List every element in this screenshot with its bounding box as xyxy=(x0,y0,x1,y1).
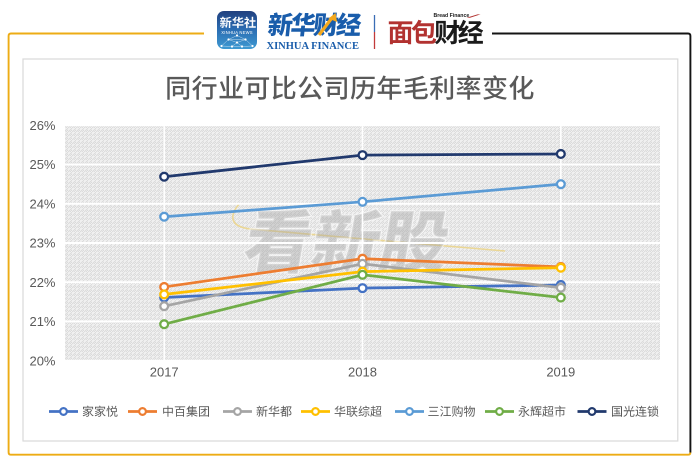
svg-text:Bread Finance: Bread Finance xyxy=(434,13,470,19)
svg-text:26%: 26% xyxy=(29,118,55,133)
svg-text:22%: 22% xyxy=(29,275,55,290)
svg-text:20%: 20% xyxy=(29,353,55,368)
svg-text:24%: 24% xyxy=(29,196,55,211)
svg-text:23%: 23% xyxy=(29,236,55,251)
svg-text:25%: 25% xyxy=(29,157,55,172)
svg-text:XINHUA FINANCE: XINHUA FINANCE xyxy=(267,41,359,52)
svg-text:2018: 2018 xyxy=(348,365,377,380)
svg-text:2019: 2019 xyxy=(546,365,575,380)
svg-text:21%: 21% xyxy=(29,314,55,329)
svg-text:2017: 2017 xyxy=(150,365,179,380)
svg-text:XINHUA NEWS: XINHUA NEWS xyxy=(221,30,253,35)
